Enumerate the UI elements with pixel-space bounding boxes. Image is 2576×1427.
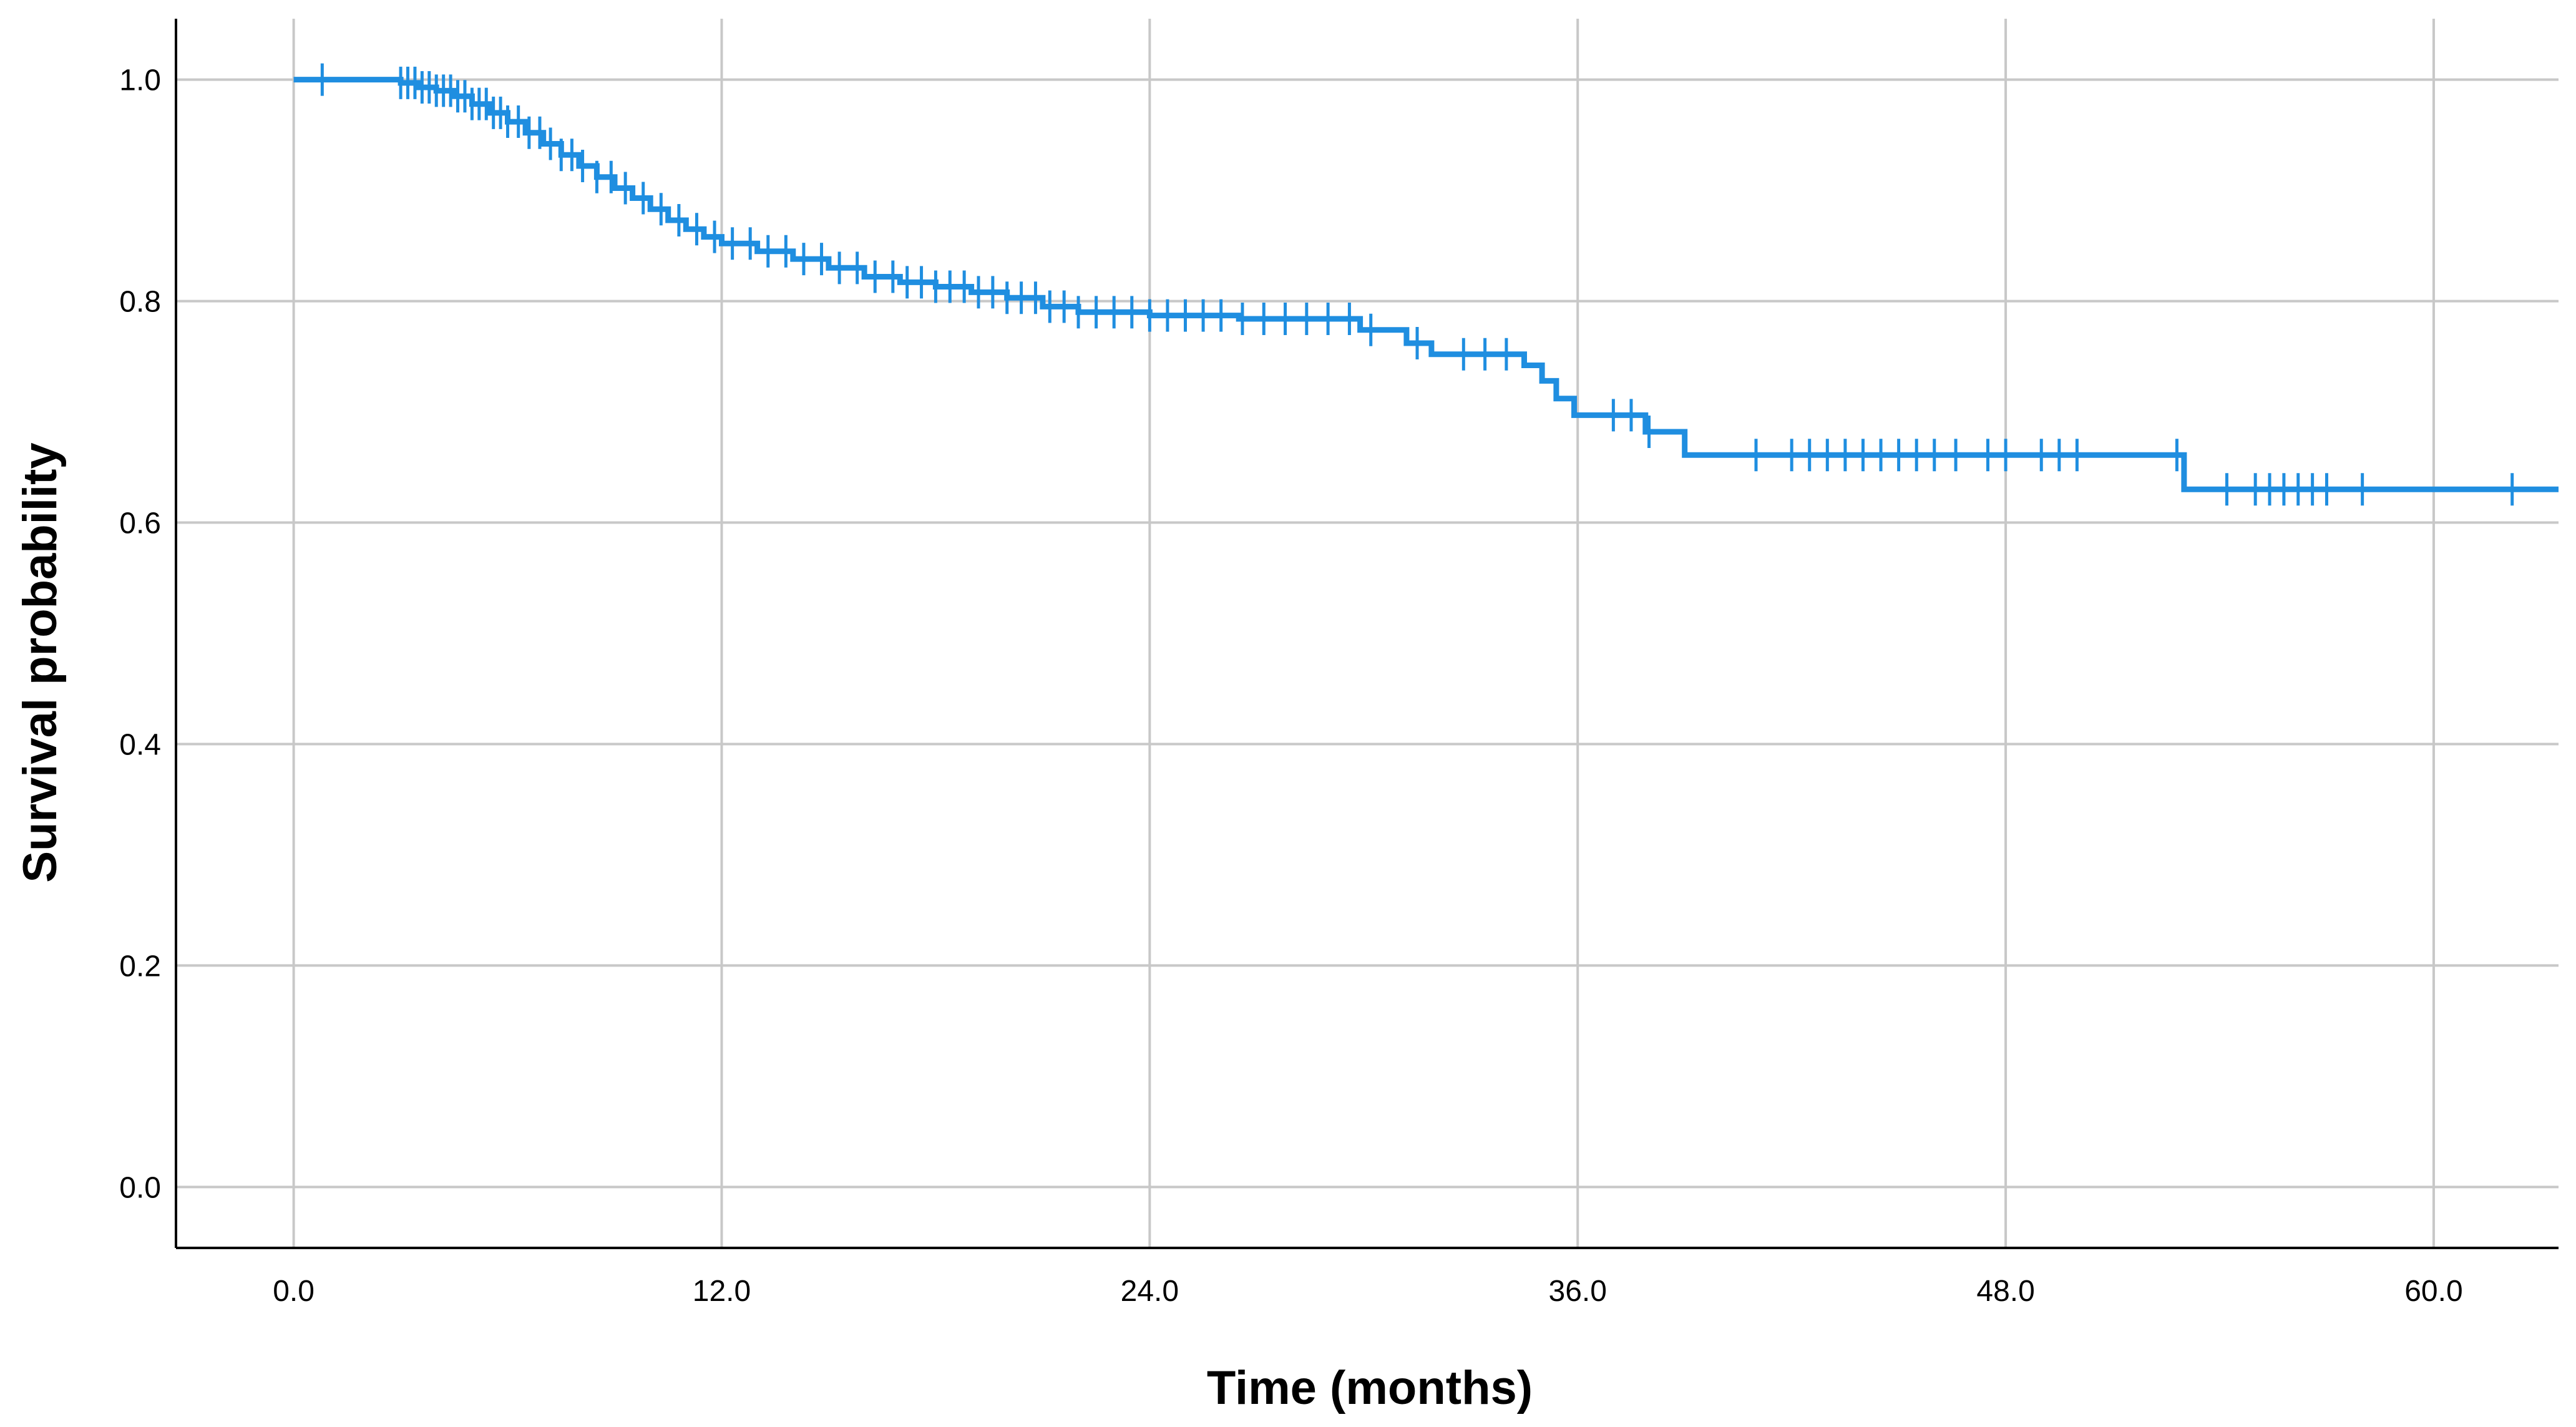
- x-tick-label: 0.0: [273, 1275, 315, 1308]
- y-tick-label: 0.4: [119, 728, 161, 761]
- series-layer: [293, 63, 2559, 506]
- x-tick-label: 36.0: [1549, 1275, 1607, 1308]
- y-tick-label: 0.0: [119, 1171, 161, 1204]
- axis-layer: [175, 19, 2559, 1249]
- y-tick-label: 0.6: [119, 507, 161, 540]
- x-tick-label: 60.0: [2404, 1275, 2462, 1308]
- y-tick-label: 0.8: [119, 286, 161, 319]
- x-tick-label: 48.0: [1976, 1275, 2034, 1308]
- grid-layer: [176, 19, 2559, 1248]
- y-tick-label: 1.0: [119, 64, 161, 97]
- tick-label-layer: 0.0 12.0 24.0 36.0 48.0 60.0 0.0 0.2 0.4 0.6 0.8 1.…: [119, 64, 2462, 1308]
- x-tick-label: 12.0: [693, 1275, 751, 1308]
- x-axis-title: Time (months): [1207, 1361, 1533, 1415]
- x-tick-label: 24.0: [1121, 1275, 1179, 1308]
- y-tick-label: 0.2: [119, 950, 161, 983]
- survival-curve: [293, 77, 2559, 492]
- y-axis-title: Survival probability: [14, 442, 67, 882]
